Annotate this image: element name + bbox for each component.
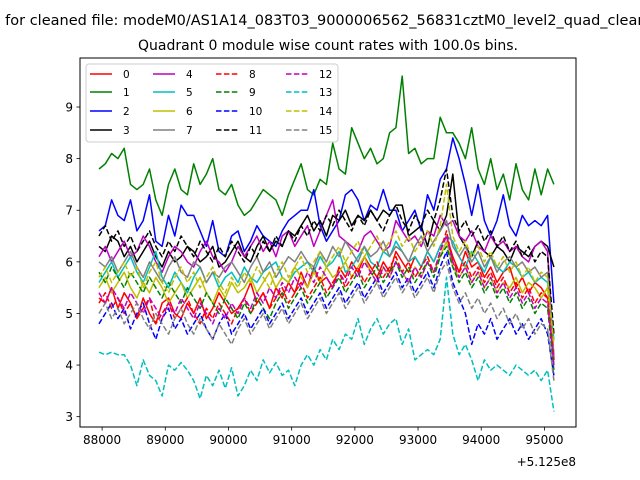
series-line-2 <box>98 137 555 304</box>
y-axis: 3 4 5 6 7 8 9 <box>65 101 80 424</box>
series-line-10 <box>98 250 555 376</box>
legend-label-12: 12 <box>319 69 332 81</box>
axes-frame <box>79 57 577 428</box>
legend-label-2: 2 <box>123 106 130 118</box>
figure-suptitle: Plots for cleaned file: modeM0/AS1A14_08… <box>0 13 640 29</box>
legend-label-3: 3 <box>123 125 130 137</box>
legend-label-8: 8 <box>249 69 256 81</box>
series-line-7 <box>98 219 555 355</box>
series-line-12 <box>98 235 555 366</box>
x-tick-label: 88000 <box>83 433 121 447</box>
x-tick-label: 91000 <box>273 433 311 447</box>
y-tick-label: 5 <box>65 307 73 321</box>
x-tick-label: 90000 <box>209 433 247 447</box>
legend-label-13: 13 <box>319 87 332 99</box>
plot-series-layer <box>98 75 555 412</box>
legend-label-15: 15 <box>319 125 332 137</box>
x-tick-label: 92000 <box>336 433 374 447</box>
legend-label-0: 0 <box>123 69 130 81</box>
series-line-14 <box>98 183 555 345</box>
series-line-3 <box>98 173 555 268</box>
x-tick-label: 95000 <box>525 433 563 447</box>
legend-box <box>85 63 339 143</box>
legend-label-5: 5 <box>186 87 193 99</box>
x-tick-label: 89000 <box>146 433 184 447</box>
x-tick-label: 94000 <box>462 433 500 447</box>
series-line-11 <box>98 168 555 335</box>
axes-title: Quadrant 0 module wise count rates with … <box>138 38 518 54</box>
legend-label-14: 14 <box>319 106 333 118</box>
x-axis: 88000 89000 90000 91000 92000 93000 94000 95000 <box>83 427 564 447</box>
y-tick-label: 8 <box>65 152 73 166</box>
legend-label-9: 9 <box>249 87 256 99</box>
series-line-9 <box>98 245 555 371</box>
legend-label-4: 4 <box>186 69 193 81</box>
y-tick-label: 6 <box>65 255 73 269</box>
series-line-13 <box>98 276 555 412</box>
x-tick-label: 93000 <box>399 433 437 447</box>
y-tick-label: 9 <box>65 101 73 115</box>
series-line-1 <box>98 75 555 217</box>
y-tick-label: 4 <box>65 359 73 373</box>
legend-label-11: 11 <box>249 125 262 137</box>
series-line-15 <box>98 261 555 381</box>
y-tick-label: 7 <box>65 204 73 218</box>
legend-label-1: 1 <box>123 87 130 99</box>
x-axis-offset-label: +5.125e8 <box>517 455 576 469</box>
y-tick-label: 3 <box>65 410 73 424</box>
legend-label-6: 6 <box>186 106 193 118</box>
legend-label-7: 7 <box>186 125 193 137</box>
legend-label-10: 10 <box>249 106 262 118</box>
